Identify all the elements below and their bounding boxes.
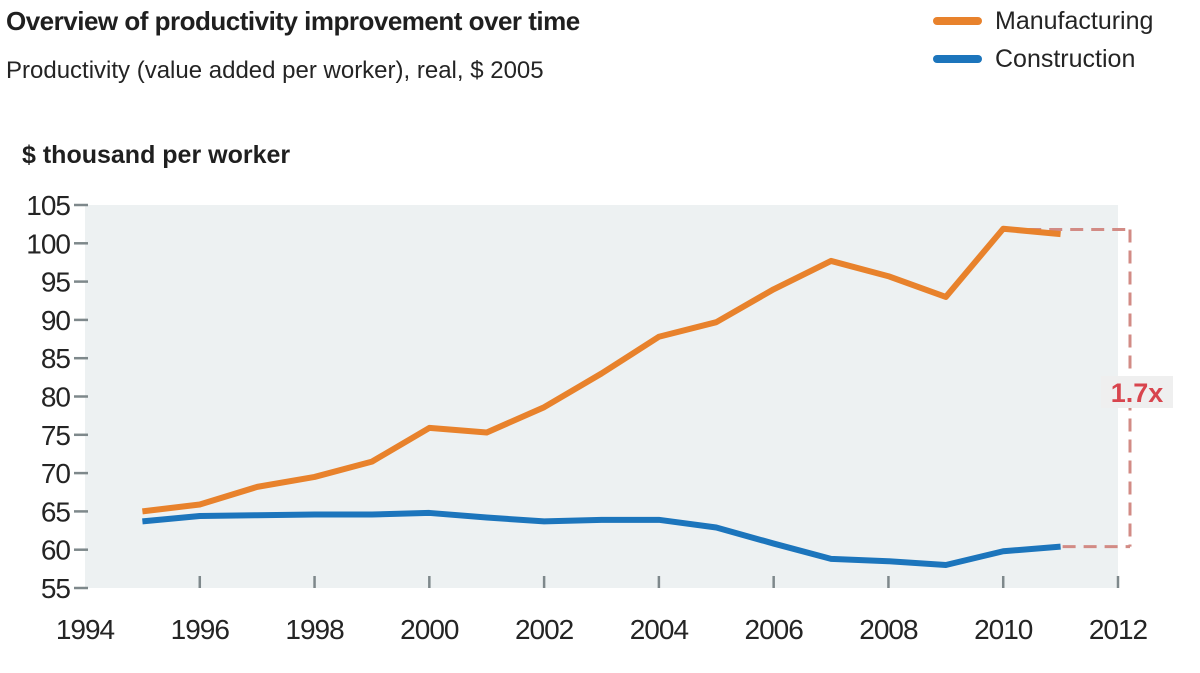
x-tick-label: 2012 — [1089, 614, 1148, 645]
y-tick-label: 90 — [41, 305, 71, 336]
x-tick-label: 2002 — [515, 614, 574, 645]
y-tick-label: 60 — [41, 535, 71, 566]
x-tick-label: 2010 — [974, 614, 1033, 645]
y-tick-label: 95 — [41, 267, 71, 298]
ratio-label: 1.7x — [1111, 378, 1164, 408]
manufacturing-legend-label: Manufacturing — [995, 6, 1154, 35]
manufacturing-line — [142, 225, 1061, 515]
plot-area — [85, 205, 1118, 588]
y-tick-label: 80 — [41, 382, 71, 413]
y-tick-label: 65 — [41, 496, 71, 527]
x-tick-label: 1996 — [171, 614, 230, 645]
y-axis-title: $ thousand per worker — [22, 141, 291, 169]
legend-item-construction: Construction — [933, 44, 1153, 73]
legend: Manufacturing Construction — [933, 6, 1154, 84]
legend-item-manufacturing: Manufacturing — [933, 6, 1154, 35]
x-tick-label: 2006 — [745, 614, 804, 645]
y-tick-label: 75 — [41, 420, 71, 451]
construction-line — [142, 509, 1061, 569]
chart-subtitle: Productivity (value added per worker), r… — [6, 57, 544, 84]
y-tick-label: 55 — [41, 573, 71, 604]
y-tick-label: 85 — [41, 343, 71, 374]
y-tick-label: 105 — [26, 190, 70, 221]
construction-line-swatch — [933, 55, 982, 63]
x-tick-label: 2000 — [400, 614, 459, 645]
construction-legend-label: Construction — [995, 44, 1136, 73]
manufacturing-line-swatch — [933, 17, 982, 25]
y-tick-label: 100 — [26, 228, 70, 259]
chart-title: Overview of productivity improvement ove… — [6, 6, 580, 36]
x-tick-label: 2004 — [630, 614, 689, 645]
x-tick-label: 1998 — [285, 614, 344, 645]
x-tick-label: 2008 — [859, 614, 918, 645]
ratio-badge — [1101, 376, 1173, 408]
x-tick-label: 1994 — [56, 614, 115, 645]
y-tick-label: 70 — [41, 458, 71, 489]
